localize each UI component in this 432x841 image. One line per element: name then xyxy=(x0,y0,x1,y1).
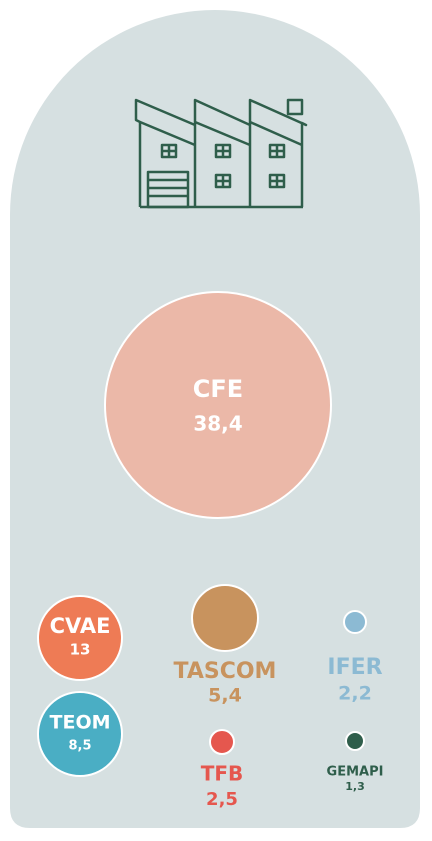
bubble-value: 38,4 xyxy=(193,412,242,436)
bubble xyxy=(209,729,235,755)
factory-icon xyxy=(134,98,308,209)
bubble xyxy=(191,584,259,652)
bubble-value: 5,4 xyxy=(208,685,242,707)
bubble-name: GEMAPI xyxy=(327,765,384,780)
bubble-value: 8,5 xyxy=(68,739,91,754)
bubble xyxy=(37,691,123,777)
bubble-name: IFER xyxy=(327,655,382,680)
bubble xyxy=(37,595,123,681)
bubble-name: CFE xyxy=(193,375,243,403)
bubble-value: 1,3 xyxy=(345,780,365,793)
bubble-name: TEOM xyxy=(50,712,111,734)
bubble xyxy=(345,731,365,751)
bubble-value: 13 xyxy=(70,641,91,659)
bubble xyxy=(104,291,332,519)
bubble-value: 2,5 xyxy=(206,789,238,810)
bubble xyxy=(343,610,367,634)
bubble-name: CVAE xyxy=(50,614,111,638)
bubble-name: TFB xyxy=(201,762,244,786)
bubble-name: TASCOM xyxy=(174,659,277,684)
bubble-value: 2,2 xyxy=(338,683,372,705)
